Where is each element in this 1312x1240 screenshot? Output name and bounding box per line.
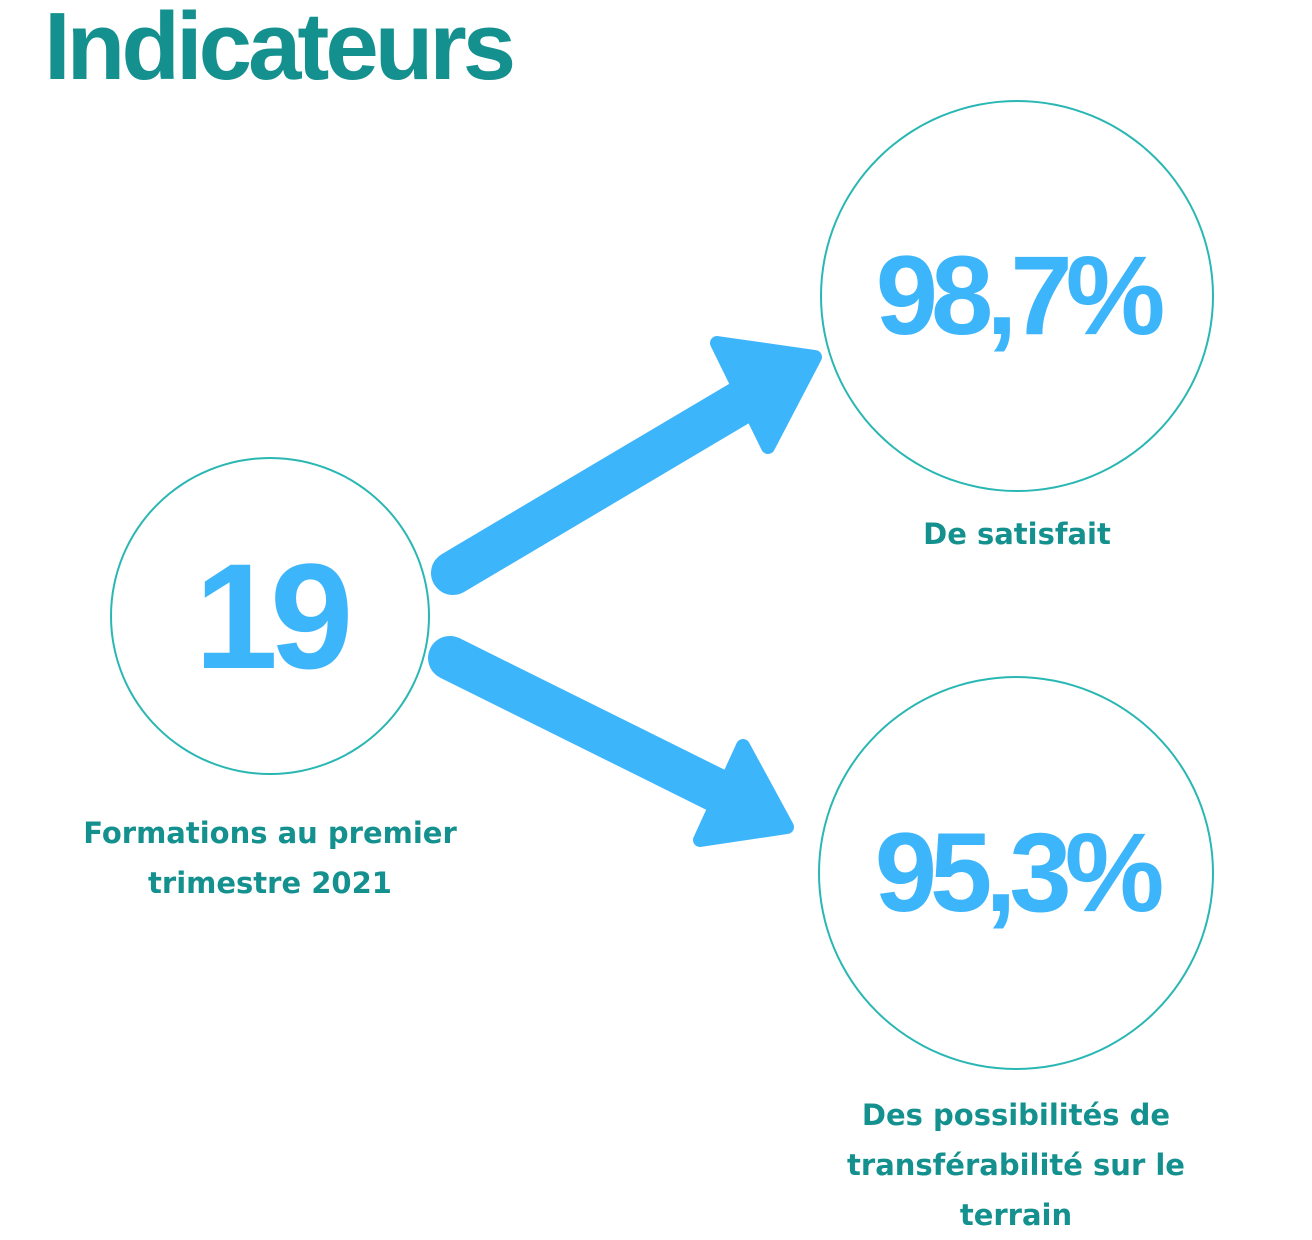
- transferability-rate-caption-line3: terrain: [959, 1198, 1073, 1232]
- transferability-rate-caption: Des possibilités de transférabilité sur …: [800, 1090, 1232, 1240]
- trainings-count-value: 19: [194, 532, 354, 700]
- transferability-rate-caption-line2: transférabilité sur le: [847, 1148, 1185, 1182]
- page-title: Indicateurs: [44, 0, 516, 100]
- transferability-rate-circle: 95,3%: [818, 676, 1214, 1070]
- trainings-count-circle: 19: [110, 457, 430, 775]
- trainings-count-caption-line1: Formations au premier: [83, 816, 457, 850]
- transferability-rate-caption-line1: Des possibilités de: [861, 1098, 1171, 1132]
- trainings-count-caption-line2: trimestre 2021: [148, 866, 392, 900]
- arrow-to-satisfaction: [431, 336, 822, 595]
- satisfaction-rate-value: 98,7%: [875, 233, 1166, 358]
- arrow-to-transferability: [428, 636, 794, 847]
- transferability-rate-value: 95,3%: [874, 810, 1165, 935]
- trainings-count-caption: Formations au premier trimestre 2021: [40, 808, 500, 908]
- satisfaction-rate-caption: De satisfait: [820, 509, 1214, 559]
- satisfaction-rate-circle: 98,7%: [820, 100, 1214, 492]
- satisfaction-rate-caption-text: De satisfait: [923, 517, 1111, 551]
